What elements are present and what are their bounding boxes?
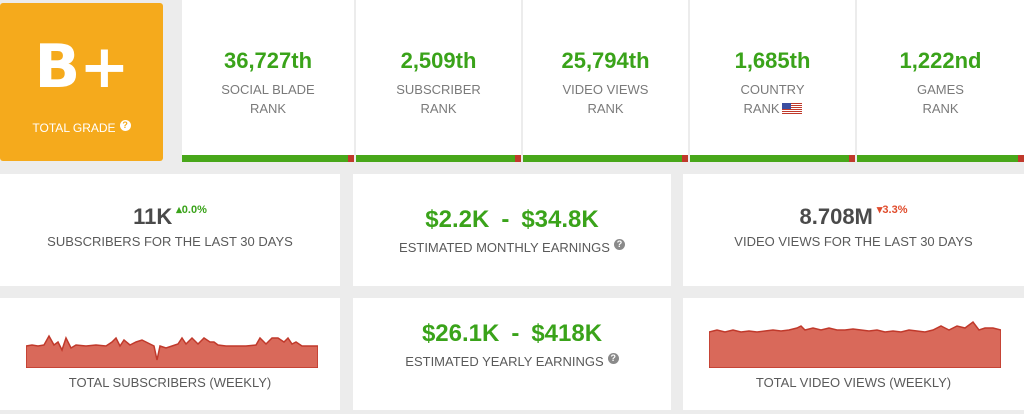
weekly-subscribers-card: TOTAL SUBSCRIBERS (WEEKLY) xyxy=(0,298,340,410)
rank-card-games: 1,222nd GAMES RANK xyxy=(857,0,1024,162)
range-separator: - xyxy=(501,206,510,233)
grade-label-wrap: TOTAL GRADE ? xyxy=(32,119,131,135)
delta-up: ▴0.0% xyxy=(176,203,207,216)
weekly-views-card: TOTAL VIDEO VIEWS (WEEKLY) xyxy=(683,298,1024,410)
monthly-earnings-label-wrap: ESTIMATED MONTHLY EARNINGS ? xyxy=(399,239,625,255)
views-30d-value: 8.708M xyxy=(799,204,873,229)
views-30d-label: VIDEO VIEWS FOR THE LAST 30 DAYS xyxy=(734,234,973,249)
total-grade-card: B+ TOTAL GRADE ? xyxy=(0,3,163,161)
rank-card-subscriber: 2,509th SUBSCRIBER RANK xyxy=(356,0,521,162)
subscribers-30d-label: SUBSCRIBERS FOR THE LAST 30 DAYS xyxy=(47,234,293,249)
rank-label: GAMES xyxy=(917,82,964,97)
yearly-earnings-label-wrap: ESTIMATED YEARLY EARNINGS ? xyxy=(405,353,619,369)
rank-progress-bar xyxy=(182,155,354,162)
weekly-views-sparkline xyxy=(709,320,1001,368)
yearly-earnings-label: ESTIMATED YEARLY EARNINGS xyxy=(405,354,604,369)
subscribers-30d-card: 11K ▴0.0% SUBSCRIBERS FOR THE LAST 30 DA… xyxy=(0,174,340,286)
rank-progress-bar xyxy=(356,155,521,162)
rank-progress-bar xyxy=(690,155,855,162)
subscribers-30d-value: 11K xyxy=(133,204,173,229)
views-30d-value-wrap: 8.708M ▾3.3% xyxy=(800,204,908,230)
delta-down: ▾3.3% xyxy=(877,203,908,216)
rank-value: 1,685th xyxy=(734,48,811,73)
grade-label: TOTAL GRADE xyxy=(32,121,116,135)
yearly-earnings-card: $26.1K - $418K ESTIMATED YEARLY EARNINGS ? xyxy=(353,298,671,410)
rank-label: COUNTRY xyxy=(740,82,805,97)
rank-label: SUBSCRIBER xyxy=(396,82,481,97)
question-circle-icon[interactable]: ? xyxy=(119,119,131,131)
rank-value: 25,794th xyxy=(561,48,650,73)
rank-label: RANK xyxy=(922,101,959,116)
monthly-earnings-low: $2.2K xyxy=(425,206,490,233)
caret-up-icon: ▴ xyxy=(176,204,182,216)
weekly-subscribers-label: TOTAL SUBSCRIBERS (WEEKLY) xyxy=(68,375,272,390)
monthly-earnings-range: $2.2K - $34.8K xyxy=(353,206,671,234)
rank-card-country: 1,685th COUNTRY RANK xyxy=(690,0,855,162)
range-separator: - xyxy=(511,320,520,347)
us-flag-icon xyxy=(781,103,802,115)
monthly-earnings-label: ESTIMATED MONTHLY EARNINGS xyxy=(399,240,610,255)
rank-progress-bar xyxy=(523,155,688,162)
rank-label: SOCIAL BLADE xyxy=(221,82,315,97)
rank-value: 36,727th xyxy=(223,48,313,73)
subscribers-30d-delta: 0.0% xyxy=(181,204,207,216)
rank-label: RANK xyxy=(420,101,457,116)
subscribers-30d-value-wrap: 11K ▴0.0% xyxy=(133,204,207,230)
weekly-subscribers-sparkline xyxy=(26,334,318,368)
question-circle-icon[interactable]: ? xyxy=(613,239,625,250)
monthly-earnings-high: $34.8K xyxy=(521,206,599,233)
rank-label-with-flag: RANK xyxy=(690,99,855,118)
rank-label: RANK xyxy=(743,101,780,116)
rank-label: RANK xyxy=(587,101,624,116)
yearly-earnings-low: $26.1K xyxy=(421,320,500,347)
rank-label: RANK xyxy=(249,101,287,116)
rank-value: 1,222nd xyxy=(899,48,982,73)
weekly-views-label: TOTAL VIDEO VIEWS (WEEKLY) xyxy=(755,375,952,390)
rank-progress-bar xyxy=(857,155,1024,162)
rank-card-video-views: 25,794th VIDEO VIEWS RANK xyxy=(523,0,688,162)
rank-label: VIDEO VIEWS xyxy=(562,82,649,97)
grade-value: B+ xyxy=(34,32,129,102)
views-30d-card: 8.708M ▾3.3% VIDEO VIEWS FOR THE LAST 30… xyxy=(683,174,1024,286)
caret-down-icon: ▾ xyxy=(876,204,883,216)
yearly-earnings-range: $26.1K - $418K xyxy=(353,320,671,348)
question-circle-icon[interactable]: ? xyxy=(607,353,619,364)
yearly-earnings-high: $418K xyxy=(531,320,603,347)
monthly-earnings-card: $2.2K - $34.8K ESTIMATED MONTHLY EARNINGS … xyxy=(353,174,671,286)
views-30d-delta: 3.3% xyxy=(882,204,908,216)
rank-value: 2,509th xyxy=(400,48,477,73)
rank-card-social-blade: 36,727th SOCIAL BLADE RANK xyxy=(182,0,354,162)
